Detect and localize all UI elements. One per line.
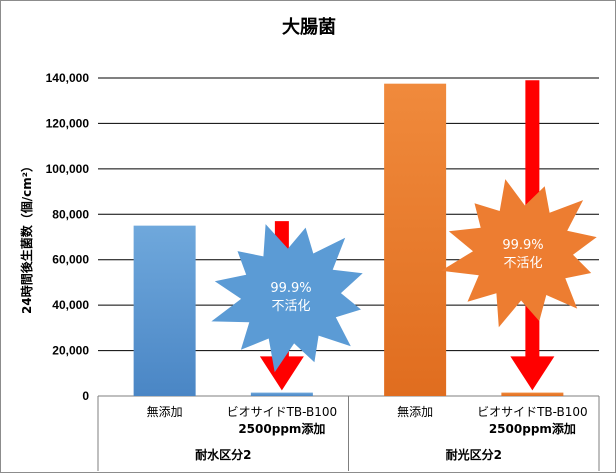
y-tick-label: 80,000 (52, 207, 89, 221)
x-group-label: 耐水区分2 (195, 447, 251, 462)
x-category-label: ビオサイドTB-B100 (477, 405, 588, 419)
x-category-label: 無添加 (397, 404, 433, 419)
x-category-label: 2500ppm添加 (489, 421, 576, 436)
x-group-label: 耐光区分2 (446, 447, 502, 462)
annotation-bursts: 99.9% 不活化 99.9% 不活化 (211, 179, 597, 373)
y-tick-label: 100,000 (46, 162, 90, 176)
y-axis-ticks: 0 20,000 40,000 60,000 80,000 100,000 120,000 1… (46, 71, 90, 403)
bar (384, 83, 447, 396)
burst-shape (211, 224, 363, 373)
y-axis-label: 24時間後生菌数（個/cm²） (19, 160, 34, 314)
y-tick-label: 0 (82, 389, 89, 403)
burst-shape (441, 179, 597, 328)
y-tick-label: 20,000 (52, 344, 89, 358)
bar (250, 392, 313, 396)
burst-label: 不活化 (503, 256, 542, 271)
bar (501, 392, 564, 396)
x-category-label: ビオサイドTB-B100 (227, 405, 338, 419)
y-tick-label: 60,000 (52, 253, 89, 267)
x-category-label: 無添加 (147, 404, 183, 419)
bars (133, 83, 564, 396)
y-tick-label: 40,000 (52, 298, 89, 312)
y-tick-label: 120,000 (46, 116, 90, 130)
bar (133, 225, 196, 396)
burst-label: 99.9% (270, 281, 311, 296)
chart-title: 大腸菌 (282, 16, 336, 38)
y-tick-label: 140,000 (46, 71, 90, 85)
burst-label: 不活化 (271, 299, 310, 314)
x-category-label: 2500ppm添加 (238, 421, 325, 436)
burst-label: 99.9% (502, 238, 543, 253)
